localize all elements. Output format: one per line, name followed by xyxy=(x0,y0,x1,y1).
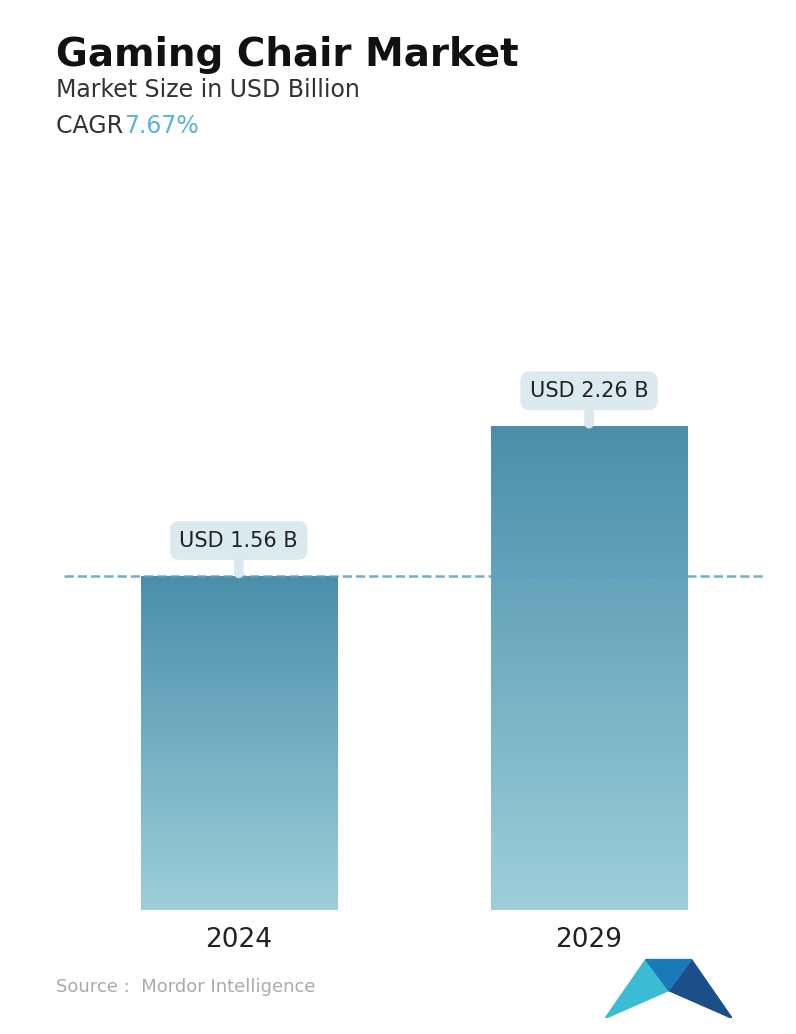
Polygon shape xyxy=(669,960,732,1018)
Text: CAGR: CAGR xyxy=(56,114,138,138)
Polygon shape xyxy=(605,960,669,1018)
Text: Gaming Chair Market: Gaming Chair Market xyxy=(56,36,518,74)
Text: Source :  Mordor Intelligence: Source : Mordor Intelligence xyxy=(56,978,315,997)
Polygon shape xyxy=(646,960,692,991)
Text: 7.67%: 7.67% xyxy=(124,114,199,138)
Text: USD 1.56 B: USD 1.56 B xyxy=(179,530,298,574)
Text: Market Size in USD Billion: Market Size in USD Billion xyxy=(56,78,360,101)
Text: USD 2.26 B: USD 2.26 B xyxy=(529,381,649,424)
